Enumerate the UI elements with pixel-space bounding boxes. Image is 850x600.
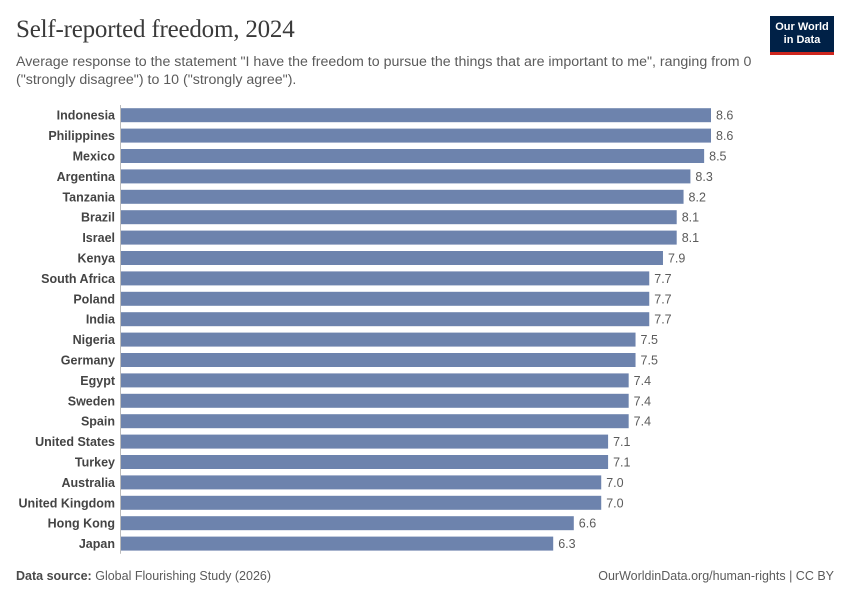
bar[interactable] bbox=[121, 536, 554, 551]
value-label: 7.5 bbox=[641, 333, 658, 347]
category-label: Tanzania bbox=[62, 190, 116, 204]
category-label: Nigeria bbox=[73, 333, 116, 347]
value-label: 7.4 bbox=[634, 374, 651, 388]
logo-line-1: Our World bbox=[775, 21, 829, 33]
license-link[interactable]: OurWorldinData.org/human-rights | CC BY bbox=[598, 569, 834, 583]
category-label: Egypt bbox=[80, 374, 116, 388]
value-label: 7.4 bbox=[634, 415, 651, 429]
category-label: South Africa bbox=[41, 272, 116, 286]
value-label: 7.7 bbox=[654, 313, 671, 327]
bar[interactable] bbox=[121, 230, 677, 245]
value-label: 8.6 bbox=[716, 109, 733, 123]
category-label: Hong Kong bbox=[48, 517, 115, 531]
bar[interactable] bbox=[121, 495, 602, 510]
value-label: 6.3 bbox=[558, 537, 575, 551]
category-label: Poland bbox=[73, 292, 115, 306]
category-label: India bbox=[86, 313, 116, 327]
bar[interactable] bbox=[121, 332, 636, 347]
bar[interactable] bbox=[121, 251, 663, 265]
category-label: Germany bbox=[61, 354, 115, 368]
category-label: Sweden bbox=[68, 394, 115, 408]
category-label: United Kingdom bbox=[18, 496, 115, 510]
value-label: 7.0 bbox=[606, 496, 623, 510]
bar[interactable] bbox=[121, 414, 629, 429]
value-label: 7.0 bbox=[606, 476, 623, 490]
value-label: 8.3 bbox=[695, 170, 712, 184]
bar[interactable] bbox=[121, 516, 574, 531]
bar[interactable] bbox=[121, 353, 636, 367]
bar[interactable] bbox=[121, 373, 629, 388]
category-label: Japan bbox=[79, 537, 115, 551]
bar[interactable] bbox=[121, 393, 629, 408]
category-label: Turkey bbox=[75, 456, 115, 470]
value-label: 8.1 bbox=[682, 211, 699, 225]
value-label: 7.5 bbox=[641, 354, 658, 368]
value-label: 7.7 bbox=[654, 272, 671, 286]
category-label: Argentina bbox=[57, 170, 116, 184]
category-label: Israel bbox=[82, 231, 115, 245]
bar[interactable] bbox=[121, 475, 602, 490]
value-label: 8.2 bbox=[689, 190, 706, 204]
bar[interactable] bbox=[121, 271, 650, 286]
bar[interactable] bbox=[121, 189, 684, 204]
category-label: Philippines bbox=[48, 129, 115, 143]
bar[interactable] bbox=[121, 128, 711, 143]
category-label: Kenya bbox=[77, 252, 116, 266]
category-label: United States bbox=[35, 435, 115, 449]
logo-line-2: in Data bbox=[783, 34, 821, 46]
value-label: 7.4 bbox=[634, 394, 651, 408]
bar[interactable] bbox=[121, 108, 711, 123]
value-label: 8.1 bbox=[682, 231, 699, 245]
bar[interactable] bbox=[121, 169, 691, 184]
category-label: Indonesia bbox=[57, 109, 116, 123]
value-label: 6.6 bbox=[579, 517, 596, 531]
value-label: 8.6 bbox=[716, 129, 733, 143]
data-source: Data source: Global Flourishing Study (2… bbox=[16, 569, 271, 583]
category-label: Brazil bbox=[81, 211, 115, 225]
bar[interactable] bbox=[121, 434, 609, 449]
data-source-link[interactable]: Global Flourishing Study (2026) bbox=[95, 569, 272, 583]
value-label: 7.1 bbox=[613, 456, 630, 470]
bar[interactable] bbox=[121, 291, 650, 306]
value-label: 7.9 bbox=[668, 252, 685, 266]
bar[interactable] bbox=[121, 149, 705, 163]
data-source-label: Data source: bbox=[16, 569, 92, 583]
category-label: Spain bbox=[81, 415, 115, 429]
value-label: 7.7 bbox=[654, 292, 671, 306]
owid-logo[interactable]: Our World in Data bbox=[770, 16, 834, 55]
bar[interactable] bbox=[121, 455, 609, 469]
bar[interactable] bbox=[121, 312, 650, 327]
chart-subtitle: Average response to the statement "I hav… bbox=[16, 54, 752, 88]
chart-title: Self-reported freedom, 2024 bbox=[16, 16, 295, 43]
bar[interactable] bbox=[121, 210, 677, 225]
category-label: Australia bbox=[62, 476, 117, 490]
value-label: 7.1 bbox=[613, 435, 630, 449]
category-label: Mexico bbox=[73, 150, 116, 164]
value-label: 8.5 bbox=[709, 150, 726, 164]
